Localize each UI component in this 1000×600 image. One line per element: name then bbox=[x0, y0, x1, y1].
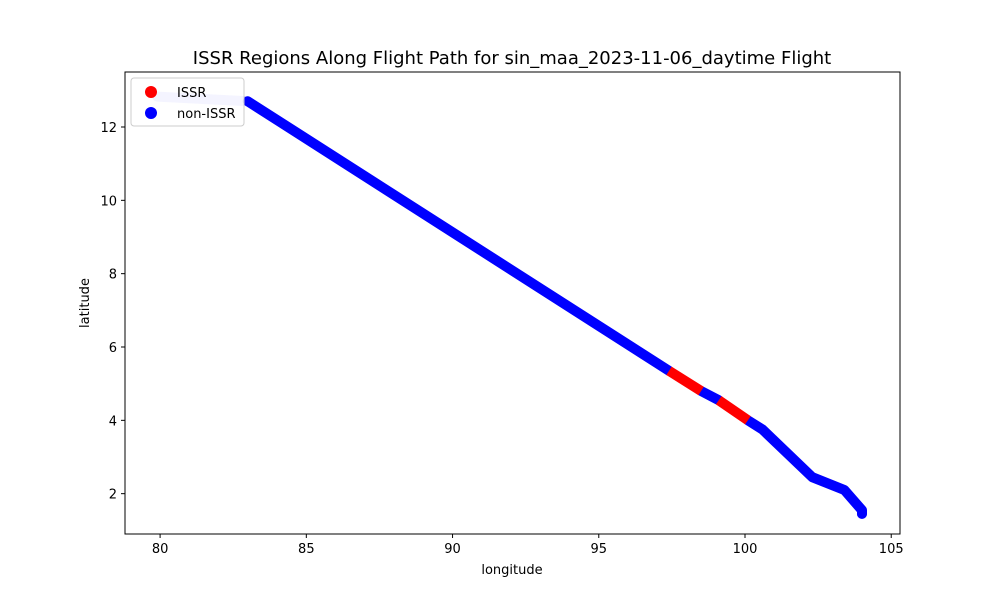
legend-label-non-issr: non-ISSR bbox=[177, 107, 236, 122]
x-tick-label: 90 bbox=[444, 542, 461, 557]
issr-segment-1 bbox=[666, 366, 704, 396]
legend-marker-non-issr bbox=[145, 107, 157, 119]
y-axis: 2 4 6 8 10 12 bbox=[100, 121, 125, 503]
x-axis: 80 85 90 95 100 105 bbox=[152, 534, 904, 557]
x-tick-label: 85 bbox=[298, 542, 315, 557]
x-tick-label: 105 bbox=[879, 542, 904, 557]
y-tick-label: 4 bbox=[109, 414, 117, 429]
legend-label-issr: ISSR bbox=[177, 86, 206, 101]
y-tick-label: 2 bbox=[109, 488, 117, 503]
legend-marker-issr bbox=[145, 86, 157, 98]
y-axis-label: latitude bbox=[78, 278, 93, 328]
y-tick-label: 6 bbox=[109, 341, 117, 356]
y-tick-label: 10 bbox=[100, 194, 117, 209]
x-tick-label: 95 bbox=[591, 542, 608, 557]
non-issr-segment-1 bbox=[242, 96, 674, 376]
path-end-point bbox=[856, 508, 867, 519]
non-issr-segment-2 bbox=[696, 386, 724, 406]
y-tick-label: 8 bbox=[109, 268, 117, 283]
x-tick-label: 80 bbox=[152, 542, 169, 557]
plot-frame bbox=[124, 71, 901, 535]
x-tick-label: 100 bbox=[733, 542, 758, 557]
legend-box bbox=[130, 77, 245, 127]
issr-segment-2 bbox=[715, 396, 751, 425]
y-tick-label: 12 bbox=[100, 121, 117, 136]
x-axis-label: longitude bbox=[481, 563, 542, 578]
chart-title: ISSR Regions Along Flight Path for sin_m… bbox=[193, 48, 831, 69]
legend: ISSR non-ISSR bbox=[130, 77, 245, 127]
